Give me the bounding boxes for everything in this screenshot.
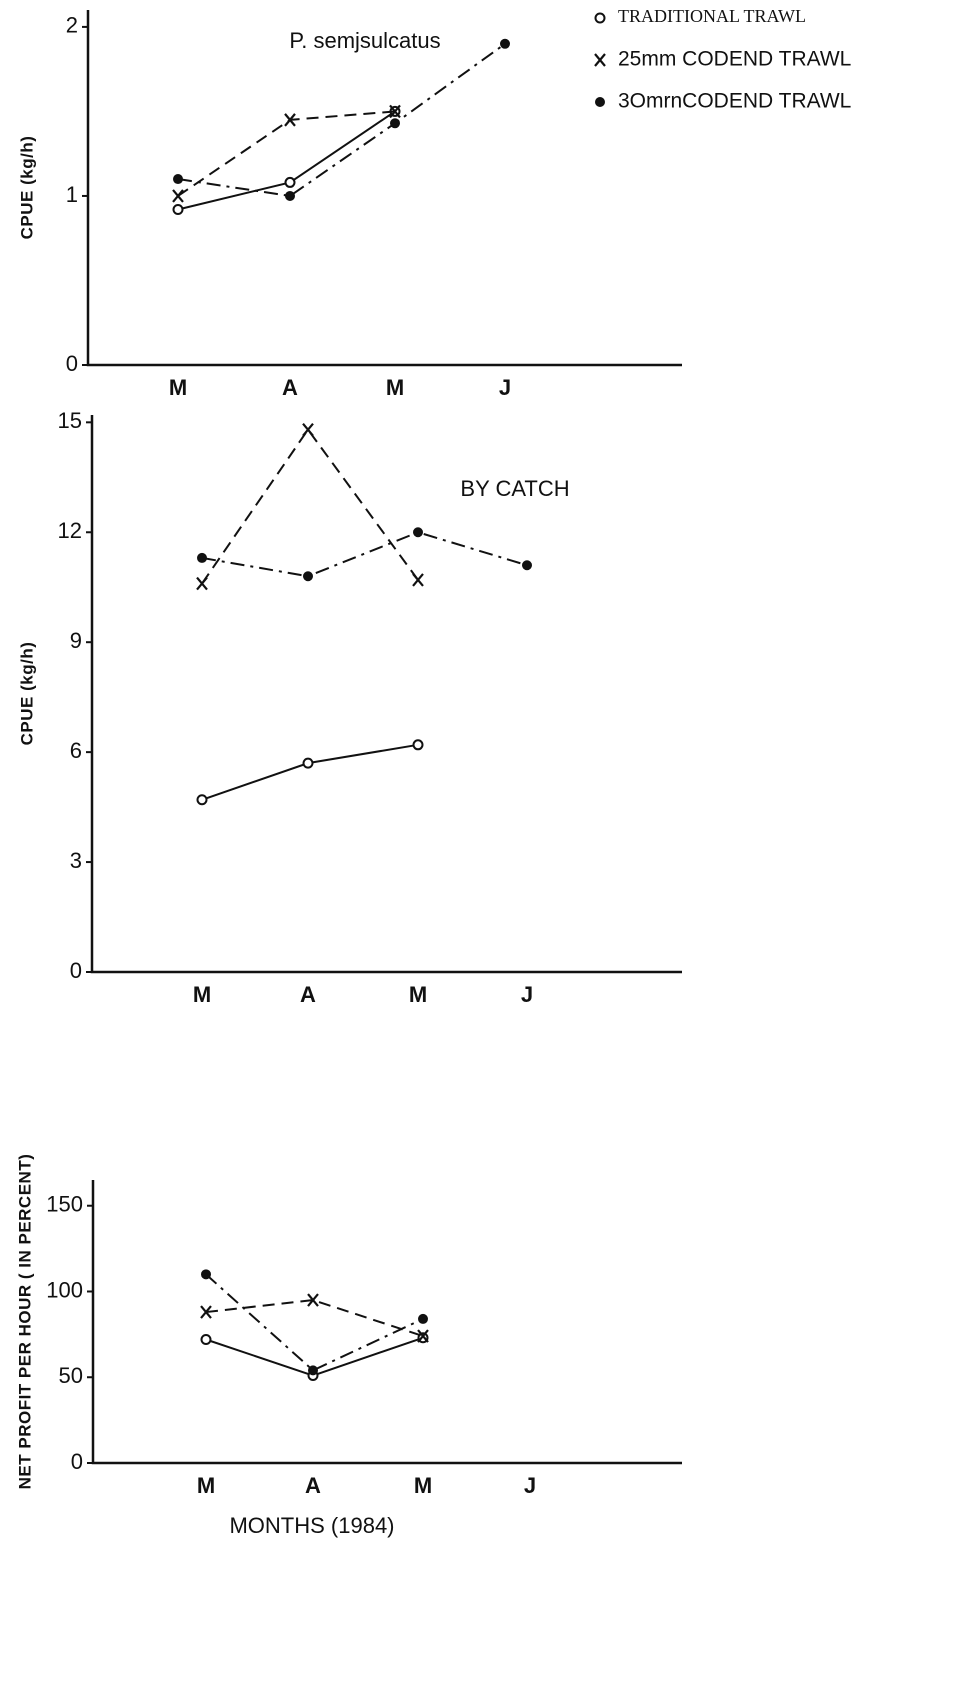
x-tick-label: J bbox=[521, 982, 533, 1007]
dot-marker bbox=[285, 190, 295, 201]
open-circle-marker bbox=[200, 1334, 212, 1346]
y-tick-label: 0 bbox=[66, 351, 78, 376]
dot-marker bbox=[197, 552, 207, 563]
y-tick-label: 12 bbox=[58, 518, 82, 543]
legend-label: 25mm CODEND TRAWL bbox=[618, 48, 851, 71]
y-tick-label: 150 bbox=[46, 1192, 83, 1217]
dot-marker bbox=[500, 38, 510, 49]
x-tick-label: M bbox=[409, 982, 427, 1007]
x-marker bbox=[284, 113, 296, 127]
x-marker bbox=[412, 573, 424, 587]
y-tick-label: 9 bbox=[70, 628, 82, 653]
dot-marker bbox=[201, 1269, 211, 1280]
y-tick-label: 50 bbox=[59, 1363, 83, 1388]
series-line bbox=[205, 1273, 424, 1372]
open-circle-marker bbox=[196, 794, 208, 806]
x-marker bbox=[200, 1305, 212, 1319]
y-tick-label: 1 bbox=[66, 182, 78, 207]
y-tick-label: 6 bbox=[70, 738, 82, 763]
x-tick-label: J bbox=[524, 1473, 536, 1498]
y-tick-label: 100 bbox=[46, 1277, 83, 1302]
dot-marker bbox=[595, 97, 605, 107]
y-axis-label: NET PROFIT PER HOUR ( IN PERCENT) bbox=[15, 1154, 34, 1490]
x-tick-label: A bbox=[300, 982, 316, 1007]
open-circle-marker bbox=[284, 176, 296, 188]
y-axis-label: CPUE (kg/h) bbox=[17, 642, 36, 746]
y-tick-label: 3 bbox=[70, 848, 82, 873]
y-axis-label: CPUE (kg/h) bbox=[17, 136, 36, 240]
x-marker bbox=[594, 53, 606, 67]
y-tick-label: 0 bbox=[70, 958, 82, 983]
dot-marker bbox=[522, 560, 532, 571]
dot-marker bbox=[390, 118, 400, 129]
series-line bbox=[177, 42, 506, 198]
chart-title: BY CATCH bbox=[460, 476, 569, 501]
x-tick-label: A bbox=[282, 375, 298, 400]
x-marker bbox=[417, 1329, 429, 1343]
x-tick-label: M bbox=[414, 1473, 432, 1498]
x-marker bbox=[307, 1293, 319, 1307]
x-axis-label: MONTHS (1984) bbox=[229, 1513, 394, 1538]
x-marker bbox=[196, 576, 208, 591]
series-line bbox=[205, 1299, 424, 1338]
open-circle-marker bbox=[302, 757, 314, 769]
dot-marker bbox=[418, 1313, 428, 1324]
legend-label: 3OmrnCODEND TRAWL bbox=[618, 90, 851, 113]
x-tick-label: A bbox=[305, 1473, 321, 1498]
legend-label: TRADITIONAL TRAWL bbox=[618, 6, 806, 26]
series-line bbox=[201, 743, 419, 801]
x-tick-label: M bbox=[197, 1473, 215, 1498]
x-tick-label: M bbox=[193, 982, 211, 1007]
x-marker bbox=[302, 422, 314, 437]
dot-marker bbox=[413, 527, 423, 538]
y-tick-label: 2 bbox=[66, 13, 78, 38]
open-circle-marker bbox=[172, 203, 184, 215]
axes bbox=[86, 10, 682, 367]
x-marker bbox=[172, 189, 184, 203]
open-circle-marker bbox=[594, 12, 606, 24]
chart-title: P. semjsulcatus bbox=[289, 28, 440, 53]
x-tick-label: M bbox=[169, 375, 187, 400]
x-tick-label: M bbox=[386, 375, 404, 400]
x-tick-label: J bbox=[499, 375, 511, 400]
y-tick-label: 0 bbox=[71, 1449, 83, 1474]
axes bbox=[91, 1180, 682, 1465]
open-circle-marker bbox=[412, 739, 424, 751]
x-marker bbox=[389, 104, 401, 119]
dot-marker bbox=[173, 174, 183, 185]
axes bbox=[90, 415, 682, 974]
series-line bbox=[201, 427, 419, 585]
dot-marker bbox=[303, 571, 313, 582]
y-tick-label: 15 bbox=[58, 408, 82, 433]
dot-marker bbox=[308, 1365, 318, 1376]
series-line bbox=[201, 531, 528, 578]
